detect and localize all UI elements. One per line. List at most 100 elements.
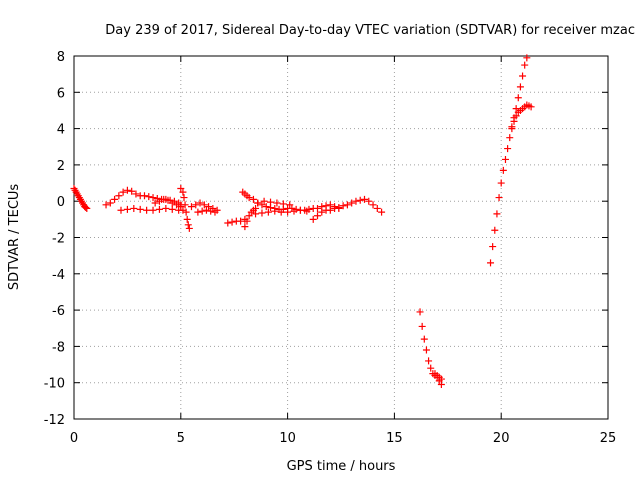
- data-point: [185, 224, 193, 232]
- data-point: [228, 218, 236, 226]
- data-point: [523, 54, 531, 62]
- data-point: [180, 194, 188, 202]
- data-point: [149, 194, 157, 202]
- y-ticks: 8 6 4 2 0 -2 -4 -6 -8 -10 -12: [44, 50, 608, 428]
- data-point: [128, 187, 136, 195]
- data-point: [168, 205, 176, 213]
- data-point: [177, 184, 185, 192]
- x-tick-label: 15: [386, 431, 403, 446]
- data-point: [309, 215, 317, 223]
- data-point: [117, 206, 125, 214]
- data-point: [369, 201, 377, 209]
- data-point: [187, 203, 195, 211]
- data-point: [254, 199, 262, 207]
- data-point: [258, 209, 266, 217]
- x-ticks: 0 5 10 15 20 25: [70, 56, 616, 446]
- y-tick-label: -12: [44, 413, 65, 428]
- data-point: [237, 217, 245, 225]
- y-tick-label: -2: [52, 232, 65, 247]
- data-point: [527, 103, 535, 111]
- data-point: [378, 208, 386, 216]
- data-point: [83, 204, 91, 212]
- data-point: [493, 210, 501, 218]
- data-point: [348, 199, 356, 207]
- data-point: [264, 208, 272, 216]
- x-tick-label: 0: [70, 431, 78, 446]
- data-point: [335, 204, 343, 212]
- data-point: [162, 204, 170, 212]
- data-point: [184, 221, 192, 229]
- data-point: [155, 197, 163, 205]
- data-point: [422, 346, 430, 354]
- data-point: [132, 190, 140, 198]
- data-point: [322, 202, 330, 210]
- data-point: [267, 198, 275, 206]
- data-point: [273, 199, 281, 207]
- y-tick-label: -10: [44, 377, 65, 392]
- data-point: [427, 364, 435, 372]
- chart-title: Day 239 of 2017, Sidereal Day-to-day VTE…: [105, 23, 635, 38]
- data-point: [360, 195, 368, 203]
- data-series-arc-n: [318, 201, 343, 212]
- data-series-arc-g: [194, 206, 219, 216]
- data-series-arc-q: [487, 54, 531, 267]
- data-point: [179, 188, 187, 196]
- data-point: [123, 186, 131, 194]
- data-point: [512, 112, 520, 120]
- data-point: [352, 197, 360, 205]
- data-point: [303, 207, 311, 215]
- data-point: [286, 201, 294, 209]
- data-point: [115, 192, 123, 200]
- data-point: [510, 117, 518, 125]
- data-point: [168, 199, 176, 207]
- data-point: [271, 207, 279, 215]
- y-tick-label: -6: [52, 304, 65, 319]
- data-point: [420, 335, 428, 343]
- data-point: [182, 208, 190, 216]
- data-point: [205, 203, 213, 211]
- y-axis-label: SDTVAR / TECUs: [7, 184, 22, 291]
- data-point: [173, 201, 181, 209]
- data-point: [504, 145, 512, 153]
- x-tick-label: 25: [600, 431, 617, 446]
- data-series-arc-a: [70, 184, 91, 212]
- data-point: [249, 195, 257, 203]
- data-point: [241, 223, 249, 231]
- y-tick-label: -8: [52, 340, 65, 355]
- y-tick-label: 4: [57, 123, 65, 138]
- x-axis-label: GPS time / hours: [287, 459, 396, 474]
- data-point: [521, 61, 529, 69]
- data-point: [252, 210, 260, 218]
- data-point: [326, 201, 334, 209]
- data-point: [106, 199, 114, 207]
- data-point: [506, 134, 514, 142]
- data-point: [339, 202, 347, 210]
- data-point: [284, 208, 292, 216]
- data-point: [224, 219, 232, 227]
- data-point: [318, 203, 326, 211]
- data-point: [192, 201, 200, 209]
- data-point: [111, 195, 119, 203]
- data-point: [181, 201, 189, 209]
- y-tick-label: 2: [57, 159, 65, 174]
- data-point: [495, 194, 503, 202]
- data-point: [356, 196, 364, 204]
- data-point: [149, 206, 157, 214]
- data-series-arc-j: [241, 204, 260, 231]
- data-point: [151, 199, 159, 207]
- data-point: [207, 207, 215, 215]
- data-point: [160, 195, 168, 203]
- data-point: [277, 208, 285, 216]
- data-point: [499, 166, 507, 174]
- data-point: [508, 125, 516, 133]
- data-point: [202, 206, 210, 214]
- data-point: [290, 207, 298, 215]
- data-point: [123, 205, 131, 213]
- data-points: [70, 54, 535, 389]
- y-tick-label: -4: [52, 268, 65, 283]
- data-point: [140, 192, 148, 200]
- data-point: [194, 208, 202, 216]
- data-series-arc-c: [117, 204, 187, 214]
